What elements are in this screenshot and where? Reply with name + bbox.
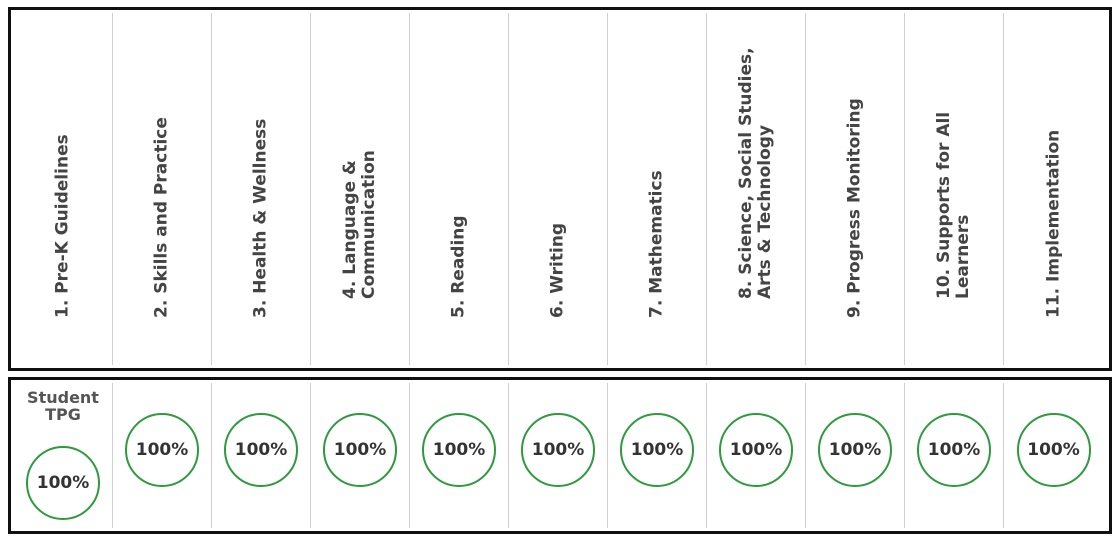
- score-cell-8: 100%: [707, 383, 806, 528]
- score-row: Student TPG 100% 100% 100% 100% 100% 100…: [14, 383, 1106, 528]
- score-frame: Student TPG 100% 100% 100% 100% 100% 100…: [8, 377, 1112, 534]
- score-badge-4: 100%: [323, 413, 397, 487]
- header-label-4: 4. Language & Communication: [340, 150, 379, 299]
- header-cell-5: 5. Reading: [410, 13, 509, 365]
- header-cell-7: 7. Mathematics: [608, 13, 707, 365]
- score-badge-10: 100%: [917, 413, 991, 487]
- score-badge-8: 100%: [719, 413, 793, 487]
- score-badge-3: 100%: [224, 413, 298, 487]
- score-cell-3: 100%: [212, 383, 311, 528]
- header-cell-8: 8. Science, Social Studies, Arts & Techn…: [707, 13, 806, 365]
- header-cell-2: 2. Skills and Practice: [113, 13, 212, 365]
- row-label: Student TPG: [27, 388, 99, 424]
- header-label-1: 1. Pre-K Guidelines: [52, 134, 73, 318]
- score-cell-11: 100%: [1004, 383, 1103, 528]
- score-cell-6: 100%: [509, 383, 608, 528]
- score-cell-10: 100%: [905, 383, 1004, 528]
- score-badge-1: 100%: [26, 446, 100, 520]
- score-badge-6: 100%: [521, 413, 595, 487]
- header-label-3: 3. Health & Wellness: [250, 118, 271, 318]
- header-cell-9: 9. Progress Monitoring: [806, 13, 905, 365]
- score-cell-1: Student TPG 100%: [14, 383, 113, 528]
- score-badge-7: 100%: [620, 413, 694, 487]
- score-badge-5: 100%: [422, 413, 496, 487]
- header-cell-11: 11. Implementation: [1004, 13, 1103, 365]
- score-cell-9: 100%: [806, 383, 905, 528]
- header-cell-6: 6. Writing: [509, 13, 608, 365]
- score-badge-9: 100%: [818, 413, 892, 487]
- score-cell-7: 100%: [608, 383, 707, 528]
- header-row: 1. Pre-K Guidelines 2. Skills and Practi…: [14, 13, 1106, 365]
- header-label-6: 6. Writing: [547, 222, 568, 318]
- header-label-7: 7. Mathematics: [646, 170, 667, 318]
- header-label-5: 5. Reading: [448, 215, 469, 318]
- header-label-11: 11. Implementation: [1043, 129, 1063, 318]
- header-frame: 1. Pre-K Guidelines 2. Skills and Practi…: [8, 7, 1112, 371]
- header-cell-10: 10. Supports for All Learners: [905, 13, 1004, 365]
- score-badge-2: 100%: [125, 413, 199, 487]
- header-label-9: 9. Progress Monitoring: [844, 98, 865, 318]
- header-label-10: 10. Supports for All Learners: [934, 111, 973, 299]
- score-cell-2: 100%: [113, 383, 212, 528]
- header-cell-4: 4. Language & Communication: [311, 13, 410, 365]
- header-label-8: 8. Science, Social Studies, Arts & Techn…: [736, 47, 775, 299]
- header-cell-3: 3. Health & Wellness: [212, 13, 311, 365]
- score-cell-5: 100%: [410, 383, 509, 528]
- score-cell-4: 100%: [311, 383, 410, 528]
- header-cell-1: 1. Pre-K Guidelines: [14, 13, 113, 365]
- score-badge-11: 100%: [1016, 413, 1091, 487]
- header-label-2: 2. Skills and Practice: [151, 117, 172, 318]
